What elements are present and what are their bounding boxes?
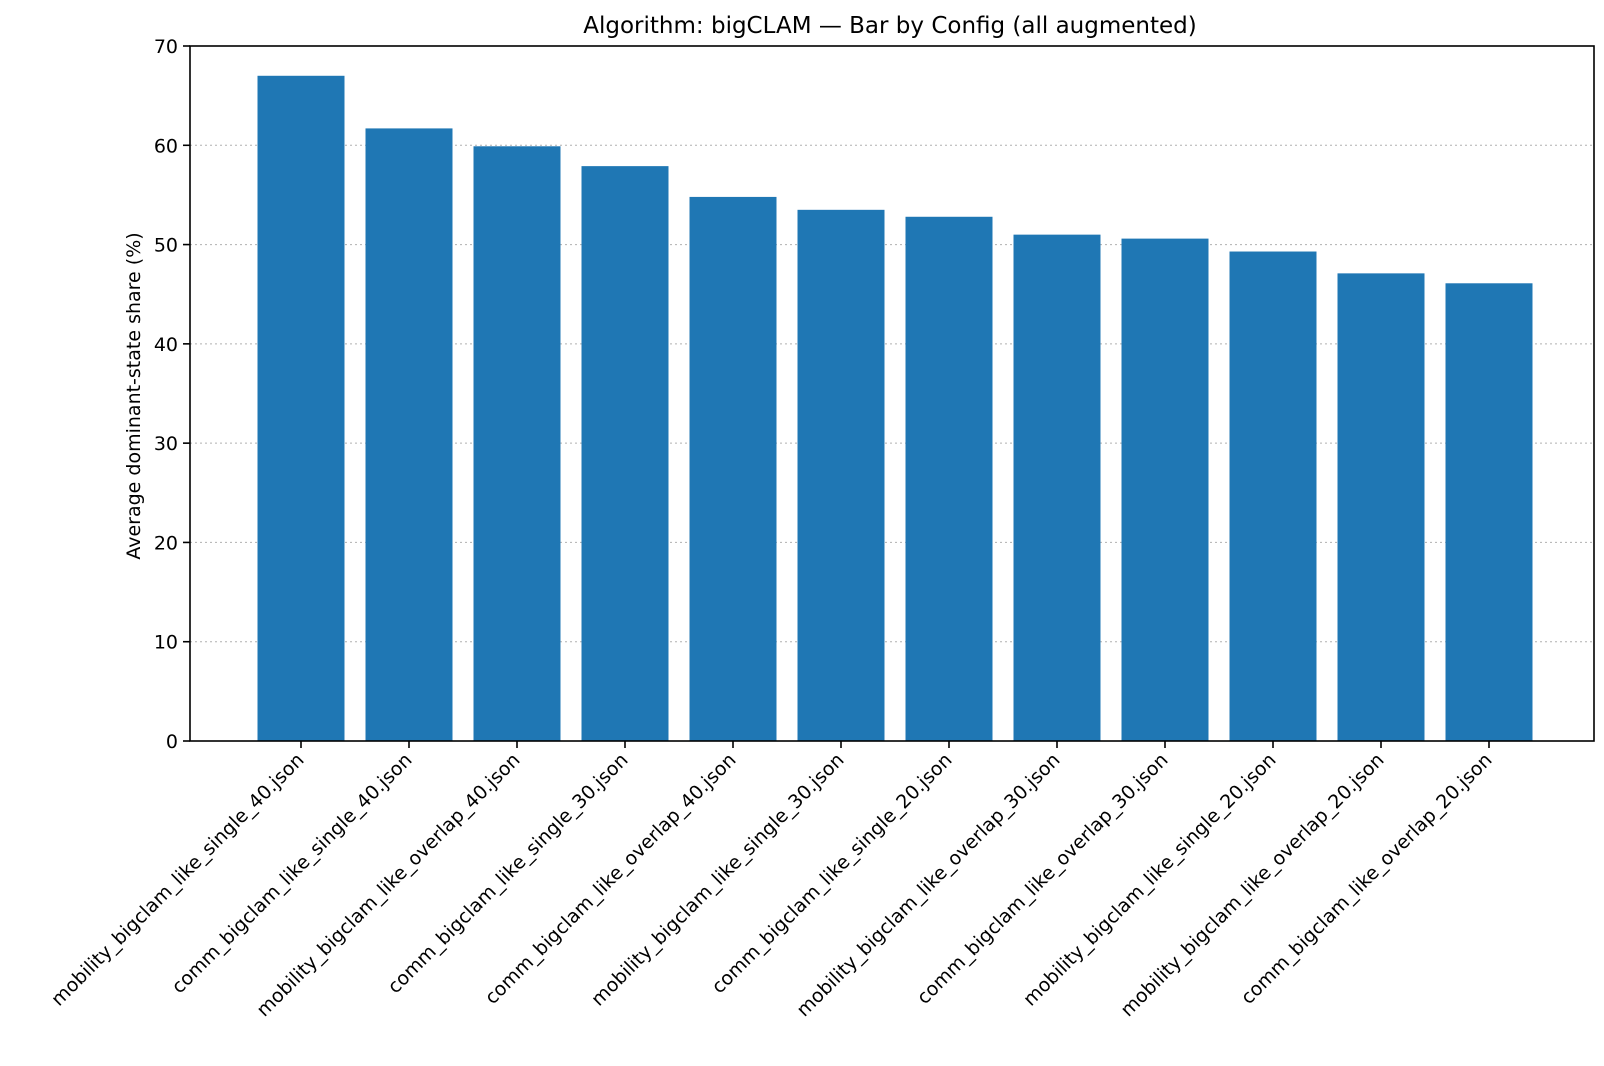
- y-tick-label: 30: [154, 433, 178, 455]
- chart-title: Algorithm: bigCLAM — Bar by Config (all …: [583, 13, 1196, 39]
- bar: [365, 128, 453, 741]
- bars: [257, 75, 1533, 742]
- bar: [1445, 283, 1533, 741]
- x-tick-label: comm_bigclam_like_overlap_40.json: [481, 749, 741, 1009]
- bar: [473, 146, 561, 741]
- x-tick-label: comm_bigclam_like_overlap_30.json: [913, 749, 1173, 1009]
- x-tick-label: comm_bigclam_like_single_20.json: [707, 749, 956, 998]
- bar: [1229, 251, 1317, 741]
- bar: [1013, 234, 1101, 741]
- y-axis-ticks: 0 10 20 30 40 50 60 70: [154, 36, 190, 753]
- y-tick-label: 70: [154, 36, 178, 58]
- bar: [1121, 238, 1209, 741]
- bar: [797, 209, 885, 742]
- y-tick-label: 50: [154, 235, 178, 257]
- y-axis-label: Average dominant-state share (%): [123, 232, 145, 559]
- bar: [581, 166, 669, 741]
- x-tick-label: comm_bigclam_like_single_40.json: [167, 749, 416, 998]
- y-tick-label: 40: [154, 334, 178, 356]
- x-tick-label: comm_bigclam_like_single_30.json: [383, 749, 632, 998]
- y-tick-label: 10: [154, 632, 178, 654]
- bar: [257, 75, 345, 742]
- x-tick-label: comm_bigclam_like_overlap_20.json: [1237, 749, 1497, 1009]
- y-tick-label: 20: [154, 532, 178, 554]
- bar: [689, 196, 777, 741]
- y-tick-label: 60: [154, 135, 178, 157]
- plot-frame: [189, 45, 1595, 742]
- x-axis-ticks: mobility_bigclam_like_single_40.jsoncomm…: [47, 741, 1497, 1021]
- y-tick-label: 0: [166, 731, 178, 753]
- bar: [905, 216, 993, 741]
- bar: [1337, 273, 1425, 741]
